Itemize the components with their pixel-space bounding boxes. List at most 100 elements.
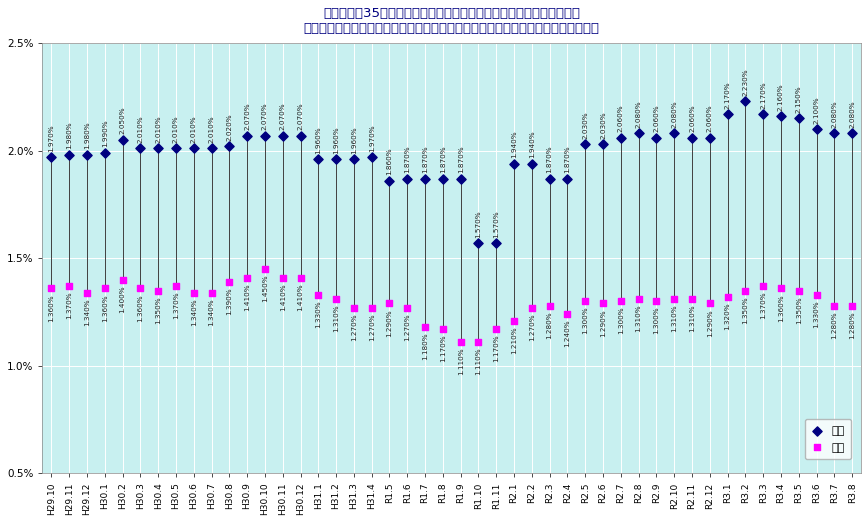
Text: 1.280%: 1.280% [849,311,855,339]
Text: 1.310%: 1.310% [689,305,695,333]
Text: 1.300%: 1.300% [582,307,589,335]
Text: 1.410%: 1.410% [298,283,304,311]
Text: 1.990%: 1.990% [102,120,108,147]
最高 [685,134,699,142]
Text: 1.340%: 1.340% [84,298,90,326]
最高 [525,159,539,168]
Text: 1.280%: 1.280% [832,311,838,339]
最低 [312,291,326,299]
最高 [134,144,148,152]
最低 [276,274,290,282]
Text: 1.280%: 1.280% [547,311,553,339]
Text: 1.370%: 1.370% [173,292,179,319]
Text: 2.060%: 2.060% [689,104,695,132]
最高 [649,134,663,142]
Text: 1.870%: 1.870% [440,146,446,173]
Text: 1.350%: 1.350% [796,296,802,324]
Text: 1.980%: 1.980% [66,122,72,149]
最低 [258,265,272,273]
Text: 2.070%: 2.070% [279,102,286,130]
Text: 2.060%: 2.060% [707,104,713,132]
Text: 2.070%: 2.070% [262,102,268,130]
最高 [169,144,183,152]
Text: 1.360%: 1.360% [137,294,143,322]
最高 [383,176,397,185]
Title: 》フラット35》借入金利の推移（最低～最高）平成２９年１０月から
＜借入期間が２１年以上３５年以下、融資率が９割以下、新機構団信付きの場合＞: 》フラット35》借入金利の推移（最低～最高）平成２９年１０月から ＜借入期間が２… [304,7,600,35]
最低 [561,310,575,318]
最高 [436,174,450,183]
Text: 2.080%: 2.080% [671,100,677,128]
最高 [792,114,806,123]
Text: 1.390%: 1.390% [227,288,233,315]
最高 [454,174,468,183]
Text: 1.290%: 1.290% [707,309,713,337]
Text: 2.010%: 2.010% [173,115,179,143]
Text: 1.270%: 1.270% [529,313,535,341]
最高 [542,174,556,183]
最低 [418,323,432,331]
Text: 1.360%: 1.360% [49,294,55,322]
Text: 1.290%: 1.290% [600,309,606,337]
Text: 2.160%: 2.160% [778,83,784,111]
最低 [80,289,94,297]
最低 [810,291,824,299]
Text: 1.350%: 1.350% [742,296,748,324]
Text: 2.010%: 2.010% [155,115,161,143]
Text: 2.080%: 2.080% [849,100,855,128]
Text: 2.020%: 2.020% [227,113,233,141]
最低 [329,295,343,303]
最低 [454,338,468,346]
Text: 1.400%: 1.400% [120,286,126,313]
最低 [436,325,450,334]
最高 [756,110,770,118]
Text: 1.340%: 1.340% [208,298,214,326]
Text: 2.170%: 2.170% [760,81,766,109]
Text: 2.080%: 2.080% [832,100,838,128]
Text: 1.310%: 1.310% [671,305,677,333]
最低 [151,287,165,295]
最低 [792,287,806,295]
最高 [614,134,628,142]
Text: 1.110%: 1.110% [476,348,482,375]
Text: 1.210%: 1.210% [511,326,517,354]
最高 [400,174,414,183]
Legend: 最高, 最低: 最高, 最低 [805,419,852,459]
最低 [293,274,307,282]
Text: 2.080%: 2.080% [635,100,641,128]
Text: 1.320%: 1.320% [725,303,731,330]
最高 [347,155,361,163]
最高 [667,129,681,138]
最高 [774,112,788,121]
最高 [44,153,58,161]
最低 [614,297,628,305]
最低 [365,304,378,312]
Text: 1.270%: 1.270% [404,313,411,341]
Text: 1.310%: 1.310% [635,305,641,333]
最高 [810,125,824,133]
Text: 1.270%: 1.270% [351,313,357,341]
Text: 1.360%: 1.360% [778,294,784,322]
Text: 1.960%: 1.960% [333,126,339,153]
Text: 1.940%: 1.940% [511,130,517,158]
Text: 1.300%: 1.300% [618,307,624,335]
Text: 1.870%: 1.870% [547,146,553,173]
Text: 2.030%: 2.030% [582,111,589,139]
最高 [222,142,236,150]
Text: 2.100%: 2.100% [813,96,819,124]
Text: 1.110%: 1.110% [457,348,464,375]
最高 [205,144,219,152]
最高 [845,129,859,138]
最低 [649,297,663,305]
最低 [685,295,699,303]
Text: 2.070%: 2.070% [244,102,250,130]
最低 [471,338,485,346]
Text: 1.270%: 1.270% [369,313,375,341]
Text: 1.340%: 1.340% [191,298,197,326]
Text: 1.410%: 1.410% [279,283,286,311]
Text: 1.570%: 1.570% [493,210,499,238]
Text: 1.370%: 1.370% [760,292,766,319]
Text: 1.970%: 1.970% [49,124,55,151]
Text: 1.170%: 1.170% [440,335,446,362]
Text: 1.960%: 1.960% [315,126,321,153]
Text: 1.570%: 1.570% [476,210,482,238]
